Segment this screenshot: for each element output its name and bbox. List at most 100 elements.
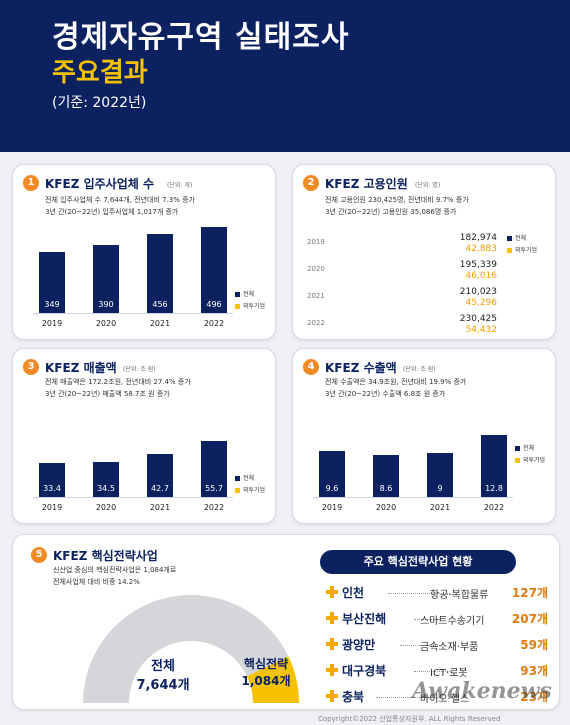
bar-value-label: 12.8 xyxy=(485,484,503,493)
bar-2021: 42.7 xyxy=(147,454,173,497)
card-unit: (단위: 개) xyxy=(167,182,193,189)
copyright: Copyright©2022 산업통상자원부. ALL Rights Reser… xyxy=(318,715,501,723)
region-count: 59개 xyxy=(520,638,548,652)
x-tick-label: 2022 xyxy=(483,503,505,512)
bar-2020: 390 xyxy=(93,245,119,313)
legend-foreign: 외투기업 xyxy=(515,455,545,464)
chart-baseline xyxy=(33,313,233,314)
legend-swatch-foreign xyxy=(235,488,240,493)
legend-total: 전체 xyxy=(515,443,534,452)
region-count: 93개 xyxy=(520,664,548,678)
x-tick-label: 2019 xyxy=(321,503,343,512)
regions-heading: 주요 핵심전략사업 현황 xyxy=(320,550,516,574)
bar-2022: 55.7 xyxy=(201,441,227,497)
legend-swatch-foreign xyxy=(515,458,520,463)
region-name: 인천 xyxy=(342,586,365,600)
region-name: 부산진해 xyxy=(342,612,387,626)
x-tick-label: 2019 xyxy=(41,503,63,512)
employment-total-value: 195,339 xyxy=(459,260,497,270)
bar-value-label: 42.7 xyxy=(151,484,169,493)
chart-baseline xyxy=(313,497,513,498)
x-tick-label: 2021 xyxy=(149,319,171,328)
card-number-badge: 5 xyxy=(31,547,47,563)
region-count: 127개 xyxy=(511,586,548,600)
bar-2020: 8.6 xyxy=(373,455,399,497)
donut-slice-core xyxy=(246,656,299,703)
legend-total: 전체 xyxy=(235,473,254,482)
card-desc-1: 신산업 중심의 핵심전략사업은 1,084개로 xyxy=(53,566,177,574)
card-desc-1: 전체 입주사업체 수 7,644개, 전년대비 7.3% 증가 xyxy=(45,196,195,204)
card-title: KFEZ 입주사업체 수 xyxy=(45,177,154,191)
legend-swatch-total xyxy=(235,476,240,481)
bar-2019: 9.6 xyxy=(319,451,345,497)
donut-label-total: 전체 7,644개 xyxy=(136,659,190,693)
bar-value-label: 496 xyxy=(206,300,222,309)
card-unit: (단위: 조 원) xyxy=(123,366,156,373)
plus-icon xyxy=(326,638,338,650)
x-tick-label: 2022 xyxy=(203,319,225,328)
x-tick-label: 2020 xyxy=(95,319,117,328)
bar-value-label: 349 xyxy=(44,300,60,309)
dotted-leader xyxy=(376,697,440,698)
region-count: 207개 xyxy=(511,612,548,626)
dotted-leader xyxy=(414,671,450,672)
card-desc-1: 전체 수출액은 34.9조원, 전년대비 19.9% 증가 xyxy=(325,378,467,386)
region-industry: 금속소재·부품 xyxy=(420,642,479,653)
x-tick-label: 2022 xyxy=(203,503,225,512)
region-industry: 바이오·헬스 xyxy=(420,694,470,705)
bar-value-label: 8.6 xyxy=(379,484,393,493)
page-subtitle: 주요결과 xyxy=(52,58,148,88)
region-row: 부산진해 스마트수송기기 207개 xyxy=(326,610,548,628)
region-name: 대구경북 xyxy=(342,664,387,678)
legend-swatch-total xyxy=(507,236,512,241)
bar-2021: 456 xyxy=(147,234,173,313)
bar-value-label: 390 xyxy=(98,300,114,309)
card-desc-2: 3년 간(20~22년) 고용인원 35,086명 증가 xyxy=(325,208,457,216)
dotted-leader xyxy=(400,645,440,646)
card-number-badge: 3 xyxy=(23,359,39,375)
region-row: 광양만 금속소재·부품 59개 xyxy=(326,636,548,654)
region-row: 인천 항공·복합물류 127개 xyxy=(326,584,548,602)
employment-foreign-value: 54,432 xyxy=(465,325,498,335)
x-tick-label: 2021 xyxy=(429,503,451,512)
card-exports: 4 KFEZ 수출액 (단위: 조 원) 전체 수출액은 34.9조원, 전년대… xyxy=(292,348,556,524)
x-tick-label: 2019 xyxy=(41,319,63,328)
plus-icon xyxy=(326,690,338,702)
card-title: KFEZ 고용인원 xyxy=(325,177,408,191)
bar-2019: 33.4 xyxy=(39,463,65,497)
plus-icon xyxy=(326,664,338,676)
region-name: 충북 xyxy=(342,690,365,704)
region-row: 충북 바이오·헬스 23개 xyxy=(326,688,548,706)
bar-value-label: 9 xyxy=(437,484,443,493)
year-label: 2021 xyxy=(307,292,325,300)
employment-foreign-value: 46,016 xyxy=(465,271,498,281)
region-name: 광양만 xyxy=(342,638,376,652)
card-unit: (단위: 조 원) xyxy=(403,366,436,373)
page-title: 경제자유구역 실태조사 xyxy=(52,20,350,55)
bar-value-label: 456 xyxy=(152,300,168,309)
employment-total-value: 182,974 xyxy=(459,233,497,243)
year-label: 2022 xyxy=(307,319,325,327)
legend-foreign: 외투기업 xyxy=(235,485,265,494)
card-desc-2: 3년 간(20~22년) 매출액 58.7조 원 증가 xyxy=(45,390,170,398)
region-industry: 스마트수송기기 xyxy=(420,616,485,627)
region-count: 23개 xyxy=(520,690,548,704)
dotted-leader xyxy=(414,619,440,620)
bar-value-label: 33.4 xyxy=(43,484,61,493)
x-tick-label: 2020 xyxy=(375,503,397,512)
card-desc-2: 3년 간(20~22년) 수출액 6.8조 원 증가 xyxy=(325,390,446,398)
legend-swatch-total xyxy=(235,292,240,297)
region-industry: 항공·복합물류 xyxy=(430,590,489,601)
card-desc-2: 3년 간(20~22년) 입주사업체 1,017개 증가 xyxy=(45,208,179,216)
donut-label-core: 핵심전략 1,084개 xyxy=(241,657,291,688)
bar-2022: 496 xyxy=(201,227,227,313)
bar-2022: 12.8 xyxy=(481,435,507,497)
employment-total-value: 230,425 xyxy=(459,314,497,324)
reference-year: (기준: 2022년) xyxy=(52,95,147,111)
x-tick-label: 2021 xyxy=(149,503,171,512)
legend-foreign: 외투기업 xyxy=(507,245,537,254)
legend-swatch-foreign xyxy=(235,304,240,309)
x-tick-label: 2020 xyxy=(95,503,117,512)
card-desc-1: 전체 고용인원 230,425명, 전년대비 9.7% 증가 xyxy=(325,196,469,204)
chart-baseline xyxy=(33,497,233,498)
